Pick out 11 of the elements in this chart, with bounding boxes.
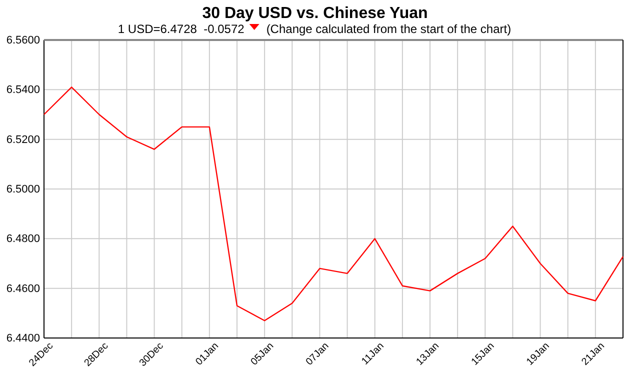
y-tick-label: 6.5600 bbox=[6, 34, 40, 47]
line-series bbox=[43, 86, 624, 322]
text: (Change calculated from the start of the chart) bbox=[266, 22, 512, 36]
y-tick-label: 6.4800 bbox=[6, 233, 40, 246]
y-tick-label: 6.5000 bbox=[6, 184, 40, 196]
chart-title: 30 Day USD vs. Chinese Yuan bbox=[202, 5, 428, 22]
y-tick-label: 6.5400 bbox=[6, 84, 40, 96]
chart-subtitle: 1 USD=6.4728 -0.0572 bbox=[118, 22, 245, 36]
y-tick-label: 6.4600 bbox=[6, 282, 40, 295]
y-tick-label: 6.5200 bbox=[6, 134, 40, 146]
y-tick-label: 6.4400 bbox=[6, 332, 40, 345]
